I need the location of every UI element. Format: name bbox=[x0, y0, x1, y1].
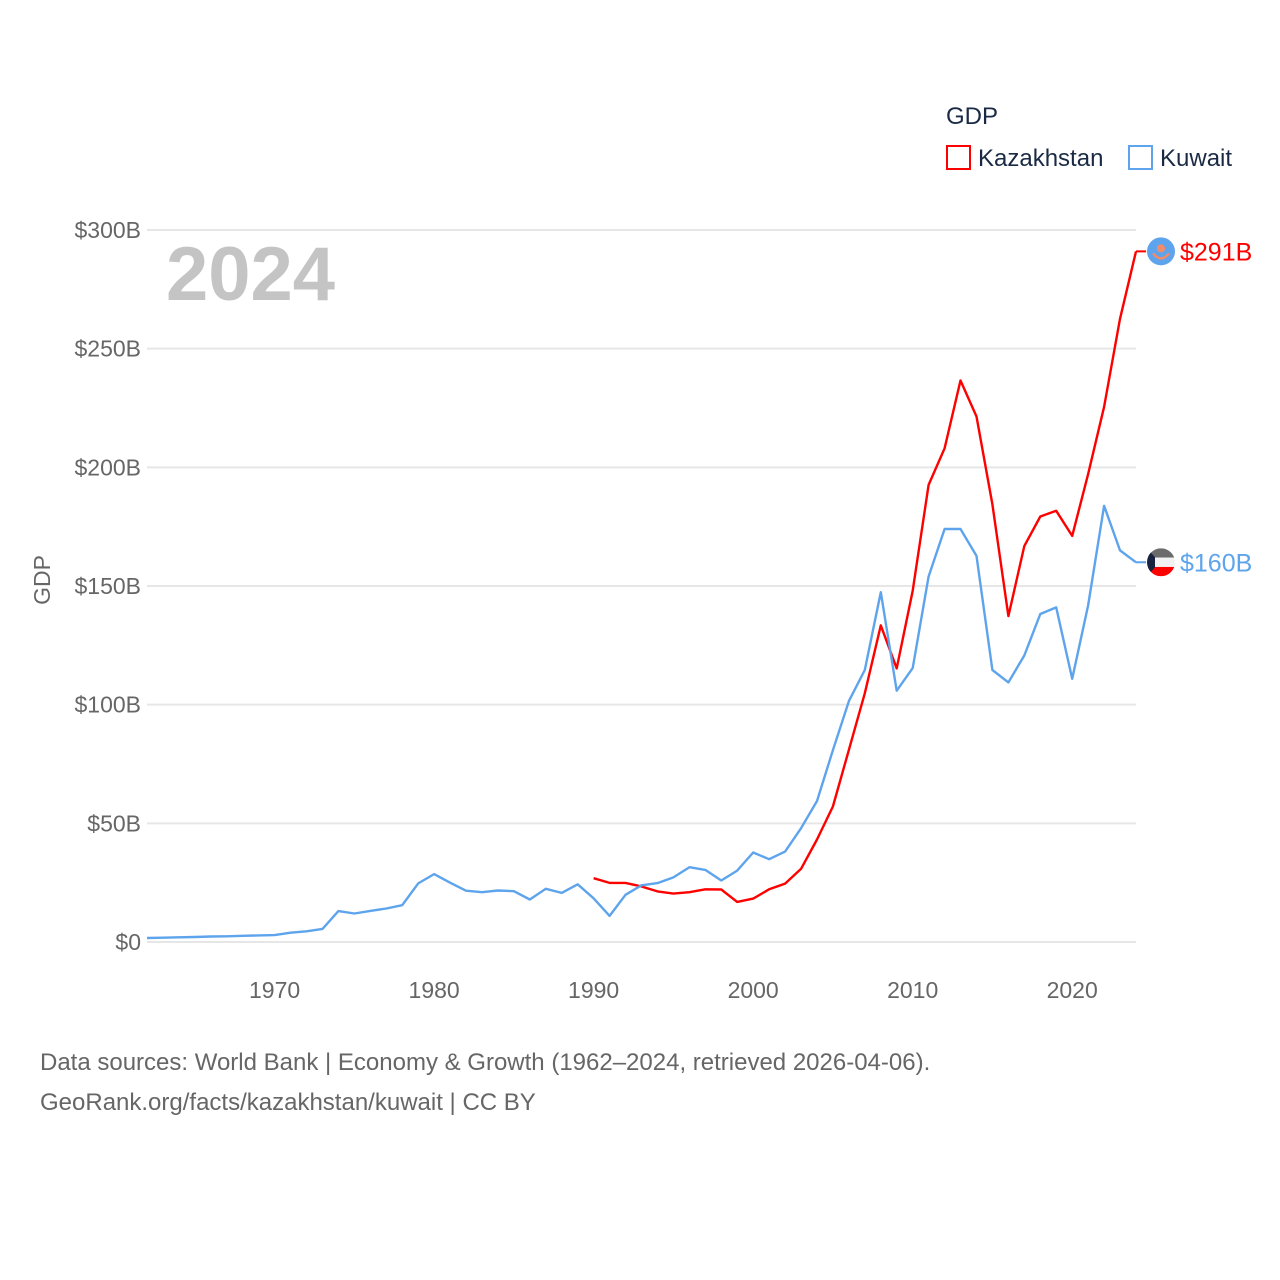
x-tick-label: 1970 bbox=[249, 977, 300, 1003]
x-axis-ticks: 1970 1980 1990 2000 2010 2020 bbox=[249, 977, 1098, 1003]
flag-stripe-mid bbox=[1147, 557, 1175, 567]
flag-body bbox=[1147, 548, 1175, 577]
flag-sun bbox=[1157, 244, 1165, 253]
x-tick-label: 1980 bbox=[409, 977, 460, 1003]
x-tick-label: 2010 bbox=[887, 977, 938, 1003]
flag-trapezoid bbox=[1147, 548, 1155, 577]
y-tick-label: $250B bbox=[74, 336, 141, 362]
y-axis-label: GDP bbox=[29, 555, 55, 605]
y-tick-label: $100B bbox=[74, 692, 141, 718]
legend: GDP Kazakhstan Kuwait bbox=[946, 103, 1232, 172]
y-axis-ticks: $0 $50B $100B $150B $200B $250B $300B bbox=[74, 217, 141, 955]
source-line: Data sources: World Bank | Economy & Gro… bbox=[40, 1049, 931, 1076]
y-tick-label: $300B bbox=[74, 217, 141, 243]
y-tick-label: $200B bbox=[74, 454, 141, 480]
series-line-kuwait bbox=[146, 504, 1137, 940]
series-end-labels: $291B $160B bbox=[1136, 237, 1252, 577]
legend-item-kazakhstan[interactable]: Kazakhstan bbox=[946, 145, 1103, 172]
y-tick-label: $150B bbox=[74, 573, 141, 599]
x-tick-label: 1990 bbox=[568, 977, 619, 1003]
y-tick-label: $50B bbox=[87, 810, 141, 836]
flag-stripe-top bbox=[1147, 548, 1175, 558]
end-value-label: $291B bbox=[1180, 238, 1252, 266]
legend-label-kazakhstan: Kazakhstan bbox=[978, 145, 1103, 172]
attribution-line[interactable]: GeoRank.org/facts/kazakhstan/kuwait | CC… bbox=[40, 1089, 536, 1116]
flag-eagle bbox=[1152, 252, 1170, 260]
gridlines bbox=[147, 229, 1136, 943]
data-source-footer: Data sources: World Bank | Economy & Gro… bbox=[40, 1043, 930, 1123]
end-value-label: $160B bbox=[1180, 549, 1252, 577]
kuwait-flag-icon bbox=[1147, 548, 1175, 577]
legend-item-kuwait[interactable]: Kuwait bbox=[1128, 145, 1232, 172]
x-tick-label: 2020 bbox=[1047, 977, 1098, 1003]
year-watermark: 2024 bbox=[166, 232, 335, 317]
x-tick-label: 2000 bbox=[728, 977, 779, 1003]
kazakhstan-flag-icon bbox=[1147, 237, 1175, 266]
series-line-kazakhstan bbox=[593, 251, 1138, 904]
y-tick-label: $0 bbox=[115, 929, 141, 955]
legend-label-kuwait: Kuwait bbox=[1160, 145, 1232, 172]
legend-title: GDP bbox=[946, 103, 998, 130]
flag-stripe-bottom bbox=[1147, 566, 1175, 577]
series-lines bbox=[146, 251, 1138, 940]
